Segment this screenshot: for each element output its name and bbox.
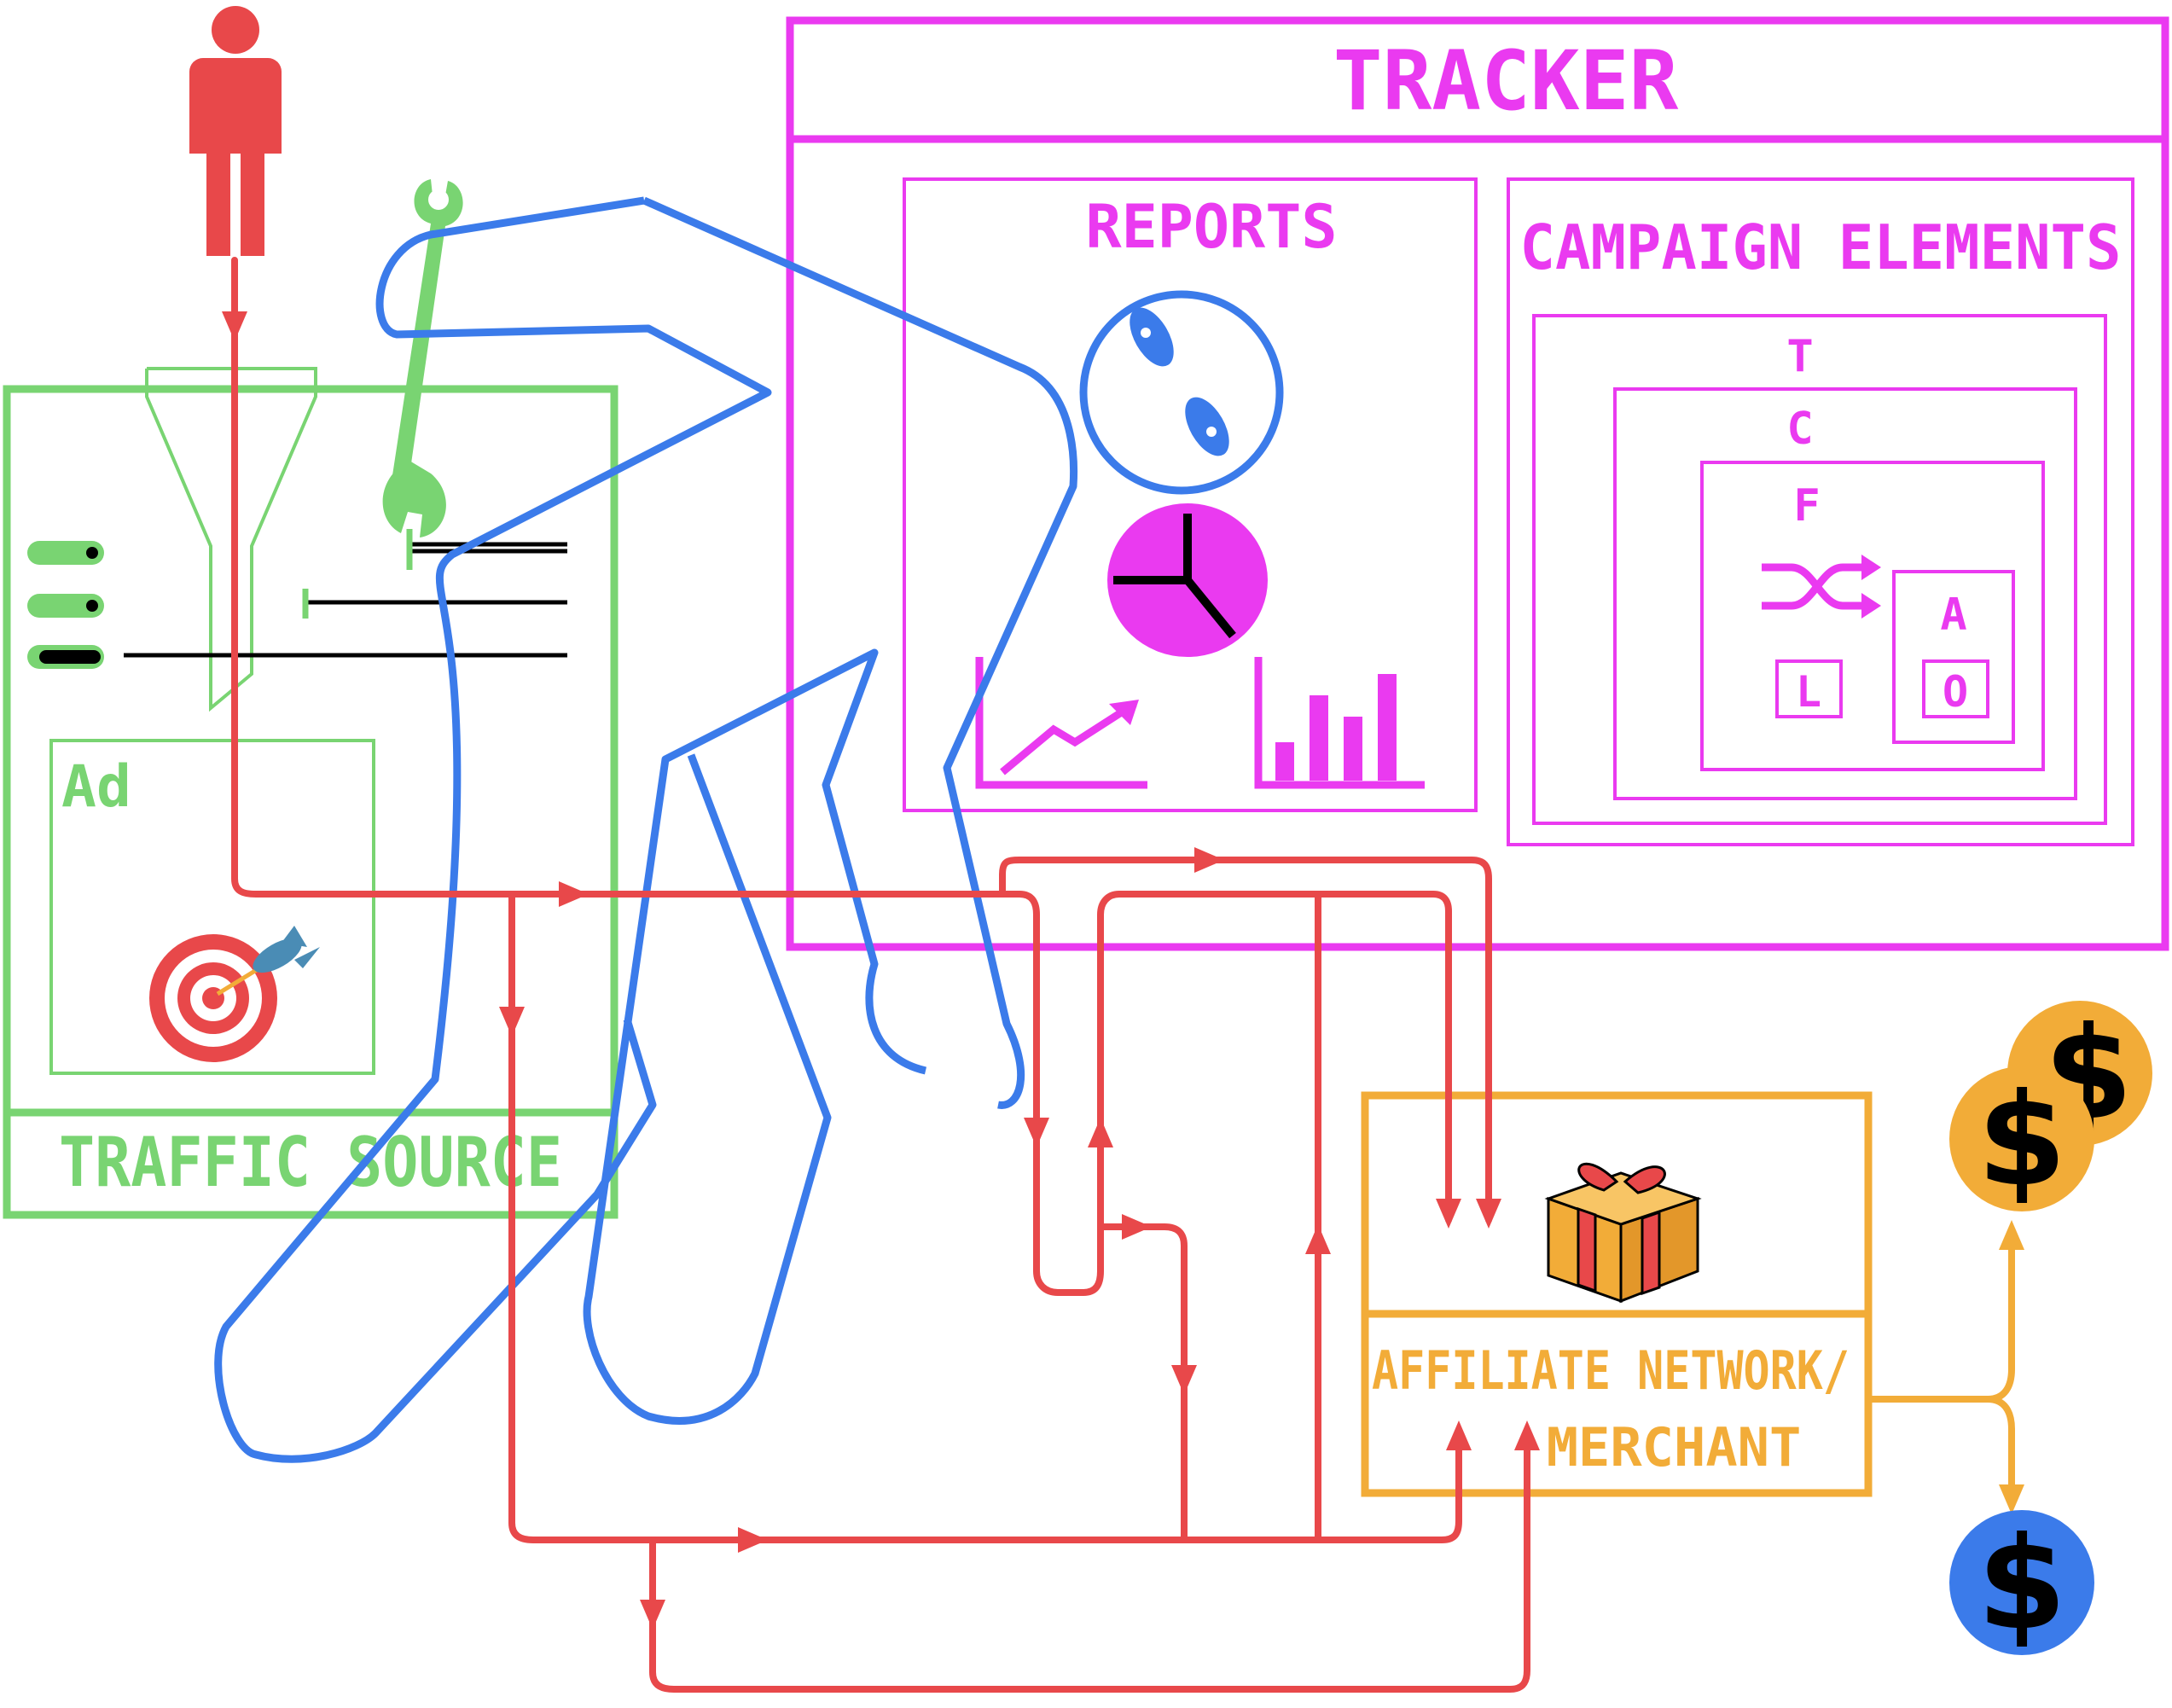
line-chart-icon bbox=[975, 657, 1147, 789]
lander-label: L bbox=[1796, 667, 1821, 717]
affiliate-label: A bbox=[1940, 590, 1966, 641]
reports-title: REPORTS bbox=[1085, 192, 1337, 262]
offer-label: O bbox=[1943, 667, 1968, 717]
campaign-c-label: C bbox=[1786, 404, 1813, 455]
red-arrowheads bbox=[222, 311, 1540, 1630]
person-icon bbox=[189, 6, 282, 256]
traffic-source-title: TRAFFIC SOURCE bbox=[59, 1123, 562, 1202]
ad-box: Ad bbox=[49, 739, 375, 1075]
flow-label: F bbox=[1793, 480, 1820, 532]
offer-box bbox=[1922, 659, 1989, 718]
campaign-elements-panel: CAMPAIGN ELEMENTS T C F L A O bbox=[1507, 177, 2134, 846]
wrench-icon bbox=[382, 179, 463, 537]
red-flow-arrows bbox=[231, 257, 1530, 1693]
gift-icon bbox=[1544, 1162, 1702, 1304]
coin-dollar-sign: $ bbox=[1977, 1066, 2066, 1215]
settings-sliders bbox=[27, 529, 567, 669]
payout-arrowheads bbox=[1999, 1220, 2024, 1514]
shuffle-icon bbox=[1762, 555, 1881, 619]
offer-group-box bbox=[1892, 570, 2015, 744]
campaign-label: T bbox=[1786, 331, 1813, 382]
blue-figure-outline bbox=[214, 196, 1078, 1463]
traffic-source-panel: TRAFFIC SOURCE A bbox=[3, 179, 618, 1219]
reports-panel: REPORTS bbox=[903, 177, 1478, 812]
target-icon bbox=[149, 926, 320, 1062]
pie-chart-icon bbox=[1107, 503, 1268, 657]
bar-chart-icon bbox=[1254, 657, 1425, 789]
funnel-icon bbox=[145, 367, 317, 712]
affiliate-title-line2: MERCHANT bbox=[1547, 1416, 1802, 1479]
coins-icon: $ $ bbox=[1949, 1000, 2152, 1215]
affiliate-network-panel: AFFILIATE NETWORK/ MERCHANT bbox=[1361, 1091, 1873, 1497]
single-coin-icon: $ bbox=[1949, 1510, 2094, 1659]
campaign-elements-title: CAMPAIGN ELEMENTS bbox=[1520, 212, 2122, 283]
eyes-icon bbox=[1079, 290, 1284, 495]
tracker-title: TRACKER bbox=[1333, 33, 1679, 129]
ad-label: Ad bbox=[61, 753, 131, 821]
coin-dollar-sign: $ bbox=[1977, 1510, 2066, 1659]
affiliate-title-line1: AFFILIATE NETWORK/ bbox=[1372, 1339, 1850, 1402]
lander-box bbox=[1775, 659, 1843, 718]
payout-arrows bbox=[1868, 1233, 2015, 1502]
tracker-panel: TRACKER REPORTS bbox=[786, 16, 2169, 951]
